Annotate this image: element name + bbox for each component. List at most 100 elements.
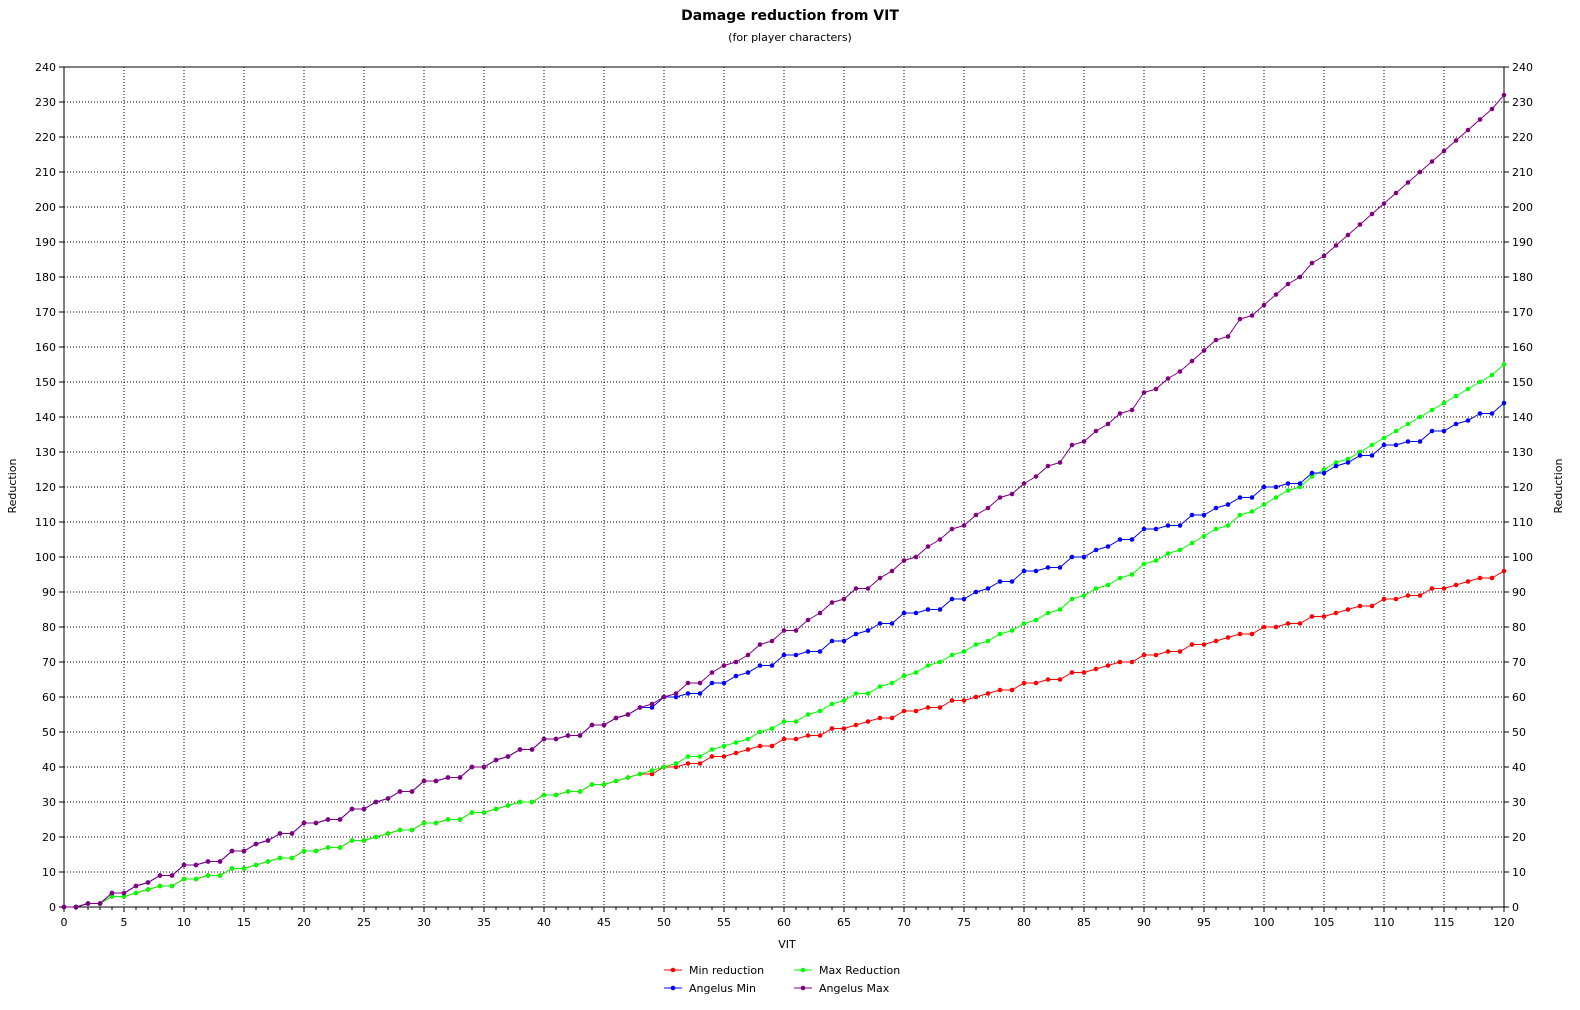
y2-tick-label: 220 <box>1512 131 1533 144</box>
data-point-min-reduction <box>1381 596 1387 602</box>
data-point-angelus-max <box>601 722 607 728</box>
data-point-min-reduction <box>1429 586 1435 591</box>
data-point-angelus-min <box>697 691 703 696</box>
data-point-max-reduction <box>1105 582 1111 588</box>
y-tick-label: 80 <box>42 621 56 634</box>
data-point-max-reduction <box>1165 551 1171 556</box>
y2-tick-label: 30 <box>1512 796 1526 809</box>
data-point-max-reduction <box>865 691 871 696</box>
data-point-angelus-max <box>745 652 751 658</box>
data-point-max-reduction <box>961 649 967 654</box>
data-point-max-reduction <box>1045 610 1051 616</box>
x-tick-label: 55 <box>717 916 731 929</box>
data-point-angelus-max <box>1177 369 1183 374</box>
data-point-min-reduction <box>733 750 739 756</box>
data-point-min-reduction <box>673 764 679 770</box>
data-point-max-reduction <box>1249 509 1255 514</box>
y-axis-right: 0 10 20 30 40 50 60 70 80 90 100 110 120 130 140 150 160… <box>1504 61 1533 914</box>
series-angelus-max <box>61 92 1507 910</box>
data-point-angelus-min <box>781 652 787 658</box>
x-tick-label: 110 <box>1374 916 1395 929</box>
data-point-max-reduction <box>985 638 991 644</box>
x-tick-label: 25 <box>357 916 371 929</box>
y-tick-label: 120 <box>35 481 56 494</box>
data-point-angelus-min <box>1081 554 1087 560</box>
data-point-angelus-max <box>397 789 403 794</box>
data-point-angelus-max <box>613 715 619 721</box>
data-point-max-reduction <box>1309 474 1315 479</box>
data-point-max-reduction <box>181 876 187 882</box>
data-point-angelus-max <box>685 680 691 686</box>
data-point-min-reduction <box>1213 638 1219 644</box>
data-point-angelus-max <box>985 505 991 511</box>
data-point-min-reduction <box>901 708 907 714</box>
data-point-angelus-min <box>1333 463 1339 469</box>
data-point-angelus-max <box>277 831 283 836</box>
data-point-min-reduction <box>1333 610 1339 616</box>
data-point-max-reduction <box>829 701 835 707</box>
data-point-angelus-min <box>1357 453 1363 458</box>
data-point-angelus-max <box>1297 274 1303 280</box>
data-point-angelus-max <box>1369 211 1375 217</box>
data-point-min-reduction <box>1237 631 1243 637</box>
data-point-max-reduction <box>625 775 631 780</box>
data-point-angelus-max <box>85 901 91 906</box>
data-point-max-reduction <box>325 845 331 850</box>
data-point-max-reduction <box>1417 414 1423 420</box>
data-point-min-reduction <box>1189 642 1195 647</box>
data-point-max-reduction <box>385 831 391 836</box>
data-point-min-reduction <box>769 743 775 749</box>
data-point-angelus-min <box>1477 411 1483 416</box>
data-point-max-reduction <box>781 719 787 724</box>
x-tick-label: 70 <box>897 916 911 929</box>
data-point-max-reduction <box>301 848 307 854</box>
x-tick-label: 35 <box>477 916 491 929</box>
y-tick-label: 70 <box>42 656 56 669</box>
data-point-max-reduction <box>1477 379 1483 385</box>
y-tick-label: 30 <box>42 796 56 809</box>
data-point-min-reduction <box>889 715 895 721</box>
data-point-angelus-max <box>349 806 355 812</box>
data-point-angelus-min <box>1189 512 1195 518</box>
data-point-max-reduction <box>1501 362 1507 367</box>
data-point-min-reduction <box>997 687 1003 693</box>
data-point-angelus-max <box>961 523 967 528</box>
data-point-angelus-min <box>709 680 715 686</box>
grid <box>64 67 1504 907</box>
data-point-angelus-max <box>901 558 907 563</box>
data-point-max-reduction <box>1189 540 1195 546</box>
data-point-angelus-max <box>517 747 523 752</box>
data-point-max-reduction <box>937 659 943 665</box>
data-point-angelus-min <box>793 652 799 658</box>
y2-tick-label: 50 <box>1512 726 1526 739</box>
data-point-max-reduction <box>1441 400 1447 406</box>
data-point-max-reduction <box>1369 442 1375 448</box>
data-point-min-reduction <box>1009 687 1015 693</box>
data-point-angelus-min <box>889 621 895 626</box>
data-point-angelus-min <box>901 610 907 616</box>
data-point-max-reduction <box>421 820 427 826</box>
data-point-angelus-max <box>1165 376 1171 381</box>
legend-marker <box>800 967 806 973</box>
data-point-angelus-min <box>853 631 859 637</box>
x-tick-label: 75 <box>957 916 971 929</box>
data-point-angelus-min <box>721 680 727 686</box>
data-point-max-reduction <box>997 631 1003 637</box>
data-point-max-reduction <box>1153 558 1159 563</box>
y2-tick-label: 180 <box>1512 271 1533 284</box>
data-point-min-reduction <box>1105 663 1111 668</box>
data-point-angelus-max <box>565 733 571 738</box>
data-point-min-reduction <box>1489 575 1495 581</box>
data-point-max-reduction <box>877 684 883 689</box>
data-point-max-reduction <box>145 887 151 892</box>
data-point-angelus-min <box>937 607 943 612</box>
data-point-max-reduction <box>577 789 583 794</box>
data-point-max-reduction <box>241 866 247 871</box>
legend: Min reduction Max Reduction Angelus Min Ang… <box>664 964 900 995</box>
x-tick-label: 40 <box>537 916 551 929</box>
data-point-min-reduction <box>1441 586 1447 591</box>
data-point-angelus-max <box>457 775 463 780</box>
y2-tick-label: 200 <box>1512 201 1533 214</box>
data-point-min-reduction <box>925 705 931 710</box>
